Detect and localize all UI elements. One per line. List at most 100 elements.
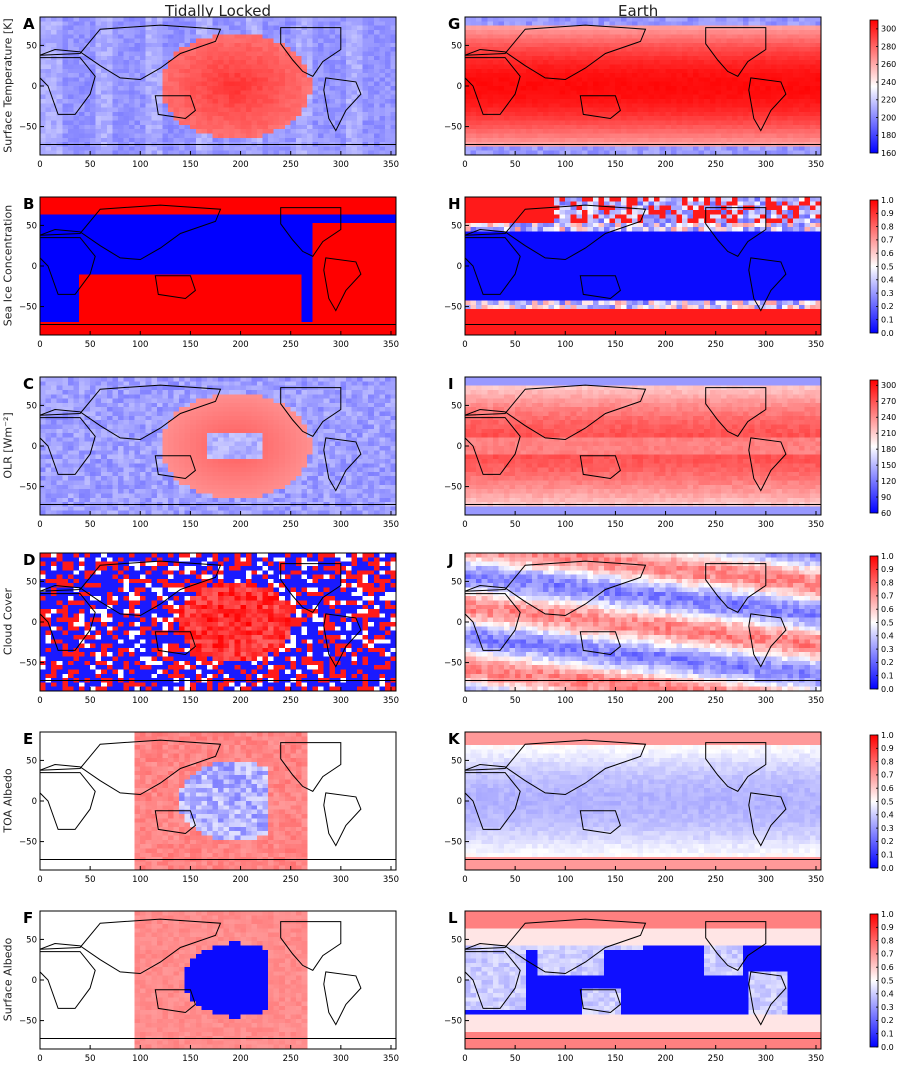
heatmap-cell [368, 90, 374, 95]
heatmap-cell [487, 30, 493, 35]
heatmap-cell [68, 86, 74, 91]
heatmap-cell [140, 21, 146, 26]
heatmap-cell [112, 21, 118, 26]
heatmap-cell [90, 133, 96, 138]
heatmap-cell [671, 82, 677, 87]
heatmap-cell [107, 90, 113, 95]
heatmap-cell [162, 56, 168, 61]
heatmap-cell [246, 56, 252, 61]
heatmap-cell [771, 82, 777, 87]
heatmap-cell [637, 82, 643, 87]
heatmap-cell [174, 201, 180, 206]
heatmap-cell [363, 90, 369, 95]
heatmap-cell [637, 86, 643, 91]
heatmap-cell [85, 146, 91, 151]
heatmap-cell [465, 86, 471, 91]
heatmap-cell [151, 90, 157, 95]
heatmap-cell [146, 129, 152, 134]
heatmap-cell [576, 64, 582, 69]
heatmap-cell [185, 249, 191, 254]
heatmap-cell [96, 77, 102, 82]
heatmap-cell [660, 121, 666, 126]
heatmap-cell [96, 146, 102, 151]
heatmap-cell [123, 133, 129, 138]
heatmap-cell [235, 39, 241, 44]
heatmap-cell [290, 219, 296, 224]
heatmap-cell [363, 17, 369, 22]
heatmap-cell [804, 60, 810, 65]
y-tick-label: −50 [19, 123, 37, 133]
heatmap-cell [268, 30, 274, 35]
heatmap-cell [615, 86, 621, 91]
heatmap-cell [368, 43, 374, 48]
heatmap-cell [46, 125, 52, 130]
heatmap-cell [560, 17, 566, 22]
heatmap-cell [363, 201, 369, 206]
heatmap-cell [274, 82, 280, 87]
heatmap-cell [671, 133, 677, 138]
heatmap-cell [688, 26, 694, 31]
heatmap-cell [246, 232, 252, 237]
heatmap-cell [129, 223, 135, 228]
heatmap-cell [140, 47, 146, 52]
heatmap-cell [174, 138, 180, 143]
heatmap-cell [754, 90, 760, 95]
heatmap-cell [263, 236, 269, 241]
heatmap-cell [218, 232, 224, 237]
heatmap-cell [307, 125, 313, 130]
heatmap-cell [218, 60, 224, 65]
heatmap-cell [129, 219, 135, 224]
heatmap-cell [285, 90, 291, 95]
heatmap-cell [363, 232, 369, 237]
heatmap-cell [743, 77, 749, 82]
heatmap-cell [385, 52, 391, 57]
heatmap-cell [335, 52, 341, 57]
heatmap-cell [279, 146, 285, 151]
heatmap-cell [810, 116, 816, 121]
heatmap-cell [788, 86, 794, 91]
heatmap-cell [560, 95, 566, 100]
heatmap-cell [352, 227, 358, 232]
heatmap-cell [632, 52, 638, 57]
heatmap-cell [671, 60, 677, 65]
heatmap-cell [274, 214, 280, 219]
heatmap-cell [637, 64, 643, 69]
heatmap-cell [710, 108, 716, 113]
heatmap-cell [368, 73, 374, 78]
heatmap-cell [290, 90, 296, 95]
heatmap-cell [788, 116, 794, 121]
heatmap-cell [482, 133, 488, 138]
heatmap-cell [704, 138, 710, 143]
heatmap-cell [318, 227, 324, 232]
heatmap-cell [565, 99, 571, 104]
heatmap-cell [118, 86, 124, 91]
heatmap-cell [732, 86, 738, 91]
heatmap-cell [212, 244, 218, 249]
heatmap-cell [118, 232, 124, 237]
heatmap-cell [782, 64, 788, 69]
heatmap-cell [587, 34, 593, 39]
heatmap-cell [40, 249, 46, 254]
heatmap-cell [73, 99, 79, 104]
heatmap-cell [112, 86, 118, 91]
heatmap-cell [777, 129, 783, 134]
heatmap-cell [560, 86, 566, 91]
heatmap-cell [179, 240, 185, 245]
heatmap-cell [721, 73, 727, 78]
heatmap-cell [185, 201, 191, 206]
heatmap-cell [715, 90, 721, 95]
heatmap-cell [515, 112, 521, 117]
heatmap-cell [179, 214, 185, 219]
heatmap-cell [290, 86, 296, 91]
heatmap-cell [263, 244, 269, 249]
heatmap-cell [660, 108, 666, 113]
heatmap-cell [715, 95, 721, 100]
heatmap-cell [229, 232, 235, 237]
heatmap-cell [537, 77, 543, 82]
heatmap-cell [296, 95, 302, 100]
heatmap-cell [135, 232, 141, 237]
heatmap-cell [168, 125, 174, 130]
heatmap-cell [112, 39, 118, 44]
heatmap-cell [235, 90, 241, 95]
heatmap-cell [368, 95, 374, 100]
